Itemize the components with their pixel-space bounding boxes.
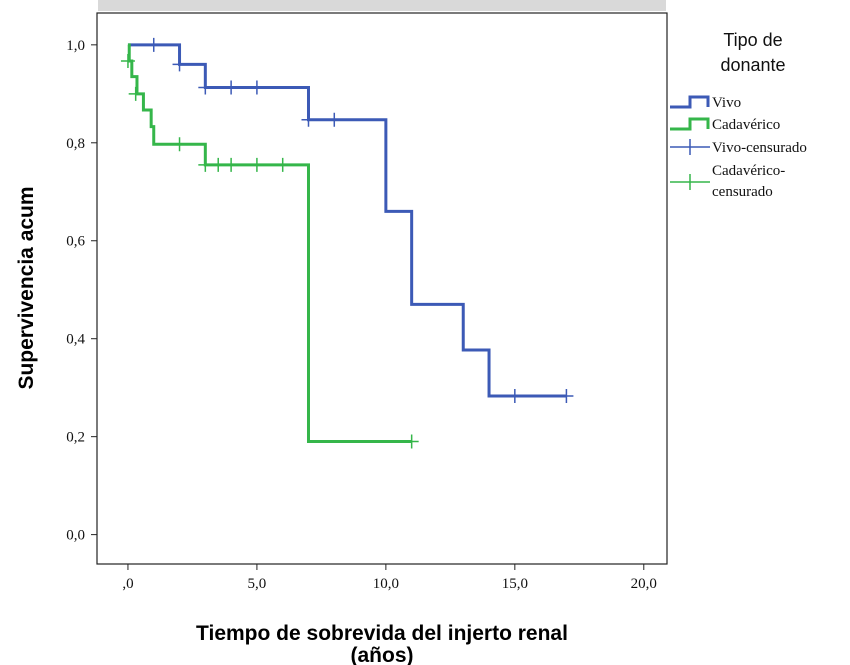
censor-mark bbox=[198, 80, 213, 95]
y-axis-title: Supervivencia acum bbox=[15, 186, 38, 389]
censor-mark bbox=[404, 434, 419, 449]
censor-mark bbox=[327, 112, 342, 127]
legend-title-line2: donante bbox=[720, 55, 785, 75]
censor-mark bbox=[559, 389, 574, 404]
censor-mark bbox=[198, 157, 213, 172]
legend-symbol bbox=[670, 139, 710, 155]
censor-mark bbox=[172, 137, 187, 152]
y-tick-label: 0,0 bbox=[66, 528, 85, 544]
x-axis-title-line2: (años) bbox=[351, 644, 414, 665]
x-tick-label: 10,0 bbox=[373, 576, 399, 592]
header-band bbox=[98, 0, 666, 11]
y-tick-label: 0,2 bbox=[66, 430, 85, 446]
legend-label: Vivo-censurado bbox=[712, 140, 807, 156]
legend-symbol bbox=[670, 174, 710, 190]
censor-mark bbox=[172, 57, 187, 72]
censor-mark bbox=[128, 86, 143, 101]
legend-symbol bbox=[670, 117, 710, 131]
censor-mark bbox=[275, 157, 290, 172]
axis-ticks: ,0 5,0 10,0 15,0 20,0 0,0 0,2 0,4 0,6 0,8 1,0 bbox=[66, 38, 657, 592]
legend-label: Cadavérico bbox=[712, 117, 780, 133]
censor-mark bbox=[301, 112, 316, 127]
y-tick-label: 0,8 bbox=[66, 136, 85, 152]
censor-mark bbox=[120, 53, 135, 68]
y-tick-label: 0,6 bbox=[66, 234, 85, 250]
legend-label: Vivo bbox=[712, 95, 741, 111]
x-tick-label: 5,0 bbox=[248, 576, 267, 592]
censor-mark bbox=[224, 157, 239, 172]
y-tick-label: 1,0 bbox=[66, 38, 85, 54]
legend-title-line1: Tipo de bbox=[723, 30, 782, 50]
x-tick-label: ,0 bbox=[122, 576, 133, 592]
legend-symbol bbox=[670, 95, 710, 109]
x-axis-title: Tiempo de sobrevida del injerto renal bbox=[196, 622, 568, 645]
censor-mark bbox=[507, 389, 522, 404]
series-line-0 bbox=[127, 43, 567, 398]
censor-layer bbox=[120, 37, 574, 449]
x-tick-label: 15,0 bbox=[502, 576, 528, 592]
censor-mark bbox=[224, 80, 239, 95]
legend: Tipo de donante Vivo Cadavérico Vivo-censu… bbox=[670, 30, 807, 200]
legend-label-line2: censurado bbox=[712, 184, 773, 200]
censor-mark bbox=[146, 37, 161, 52]
censor-mark bbox=[249, 80, 264, 95]
censor-mark bbox=[211, 157, 226, 172]
plot-area bbox=[96, 12, 668, 565]
censor-mark bbox=[249, 157, 264, 172]
x-tick-label: 20,0 bbox=[631, 576, 657, 592]
legend-label: Cadavérico- bbox=[712, 163, 785, 179]
y-tick-label: 0,4 bbox=[66, 332, 85, 348]
